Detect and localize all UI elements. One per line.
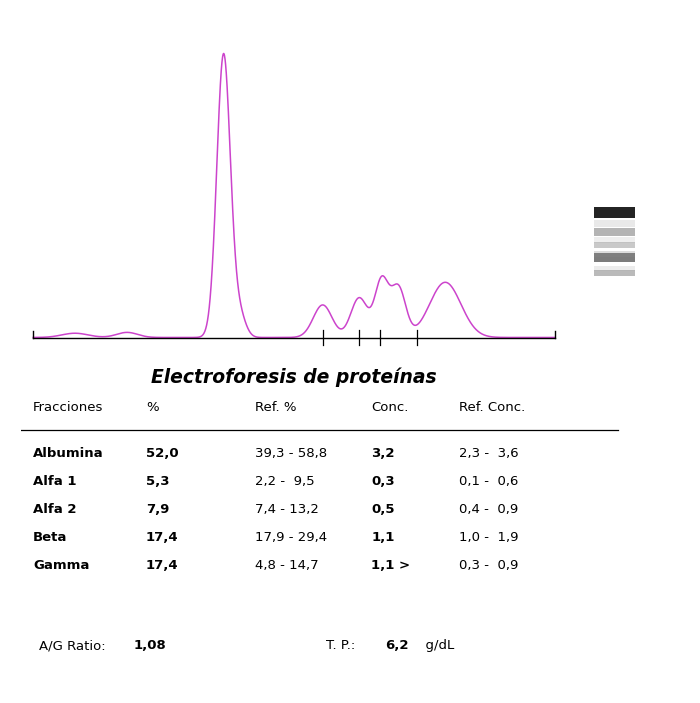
Bar — [594, 266, 635, 271]
Text: 0,3 -  0,9: 0,3 - 0,9 — [459, 560, 519, 572]
Text: 17,4: 17,4 — [146, 560, 178, 572]
Text: 52,0: 52,0 — [146, 447, 178, 460]
Bar — [594, 228, 635, 236]
Text: 2,3 -  3,6: 2,3 - 3,6 — [459, 447, 519, 460]
Text: 7,9: 7,9 — [146, 503, 169, 517]
Text: 1,0 -  1,9: 1,0 - 1,9 — [459, 531, 519, 544]
Text: 6,2: 6,2 — [385, 639, 409, 652]
Text: 0,4 -  0,9: 0,4 - 0,9 — [459, 503, 519, 517]
Bar — [594, 242, 635, 247]
Text: Conc.: Conc. — [371, 401, 409, 414]
Text: Alfa 1: Alfa 1 — [33, 475, 77, 489]
Text: 4,8 - 14,7: 4,8 - 14,7 — [256, 560, 319, 572]
Text: A/G Ratio:: A/G Ratio: — [39, 639, 110, 652]
Text: 1,1 >: 1,1 > — [371, 560, 410, 572]
Text: Ref. %: Ref. % — [256, 401, 297, 414]
Text: Gamma: Gamma — [33, 560, 90, 572]
Bar — [594, 270, 635, 276]
Text: 0,1 -  0,6: 0,1 - 0,6 — [459, 475, 519, 489]
Text: g/dL: g/dL — [417, 639, 454, 652]
Text: T. P.:: T. P.: — [326, 639, 359, 652]
Text: 17,9 - 29,4: 17,9 - 29,4 — [256, 531, 328, 544]
Text: 7,4 - 13,2: 7,4 - 13,2 — [256, 503, 319, 517]
Text: 5,3: 5,3 — [146, 475, 169, 489]
Text: Fracciones: Fracciones — [33, 401, 104, 414]
Text: 3,2: 3,2 — [371, 447, 395, 460]
Bar — [594, 207, 635, 218]
Text: Beta: Beta — [33, 531, 68, 544]
Text: 0,5: 0,5 — [371, 503, 395, 517]
Text: 17,4: 17,4 — [146, 531, 178, 544]
Text: Ref. Conc.: Ref. Conc. — [459, 401, 526, 414]
Text: 1,1: 1,1 — [371, 531, 395, 544]
Text: 1,08: 1,08 — [134, 639, 167, 652]
Bar — [594, 251, 635, 257]
Text: 39,3 - 58,8: 39,3 - 58,8 — [256, 447, 328, 460]
Text: Electroforesis de proteínas: Electroforesis de proteínas — [151, 367, 437, 387]
Text: 0,3: 0,3 — [371, 475, 395, 489]
Bar — [594, 219, 635, 226]
Bar — [594, 253, 635, 262]
Text: Alfa 2: Alfa 2 — [33, 503, 77, 517]
Text: Albumina: Albumina — [33, 447, 104, 460]
Bar — [594, 237, 635, 243]
Text: %: % — [146, 401, 158, 414]
Text: 2,2 -  9,5: 2,2 - 9,5 — [256, 475, 315, 489]
